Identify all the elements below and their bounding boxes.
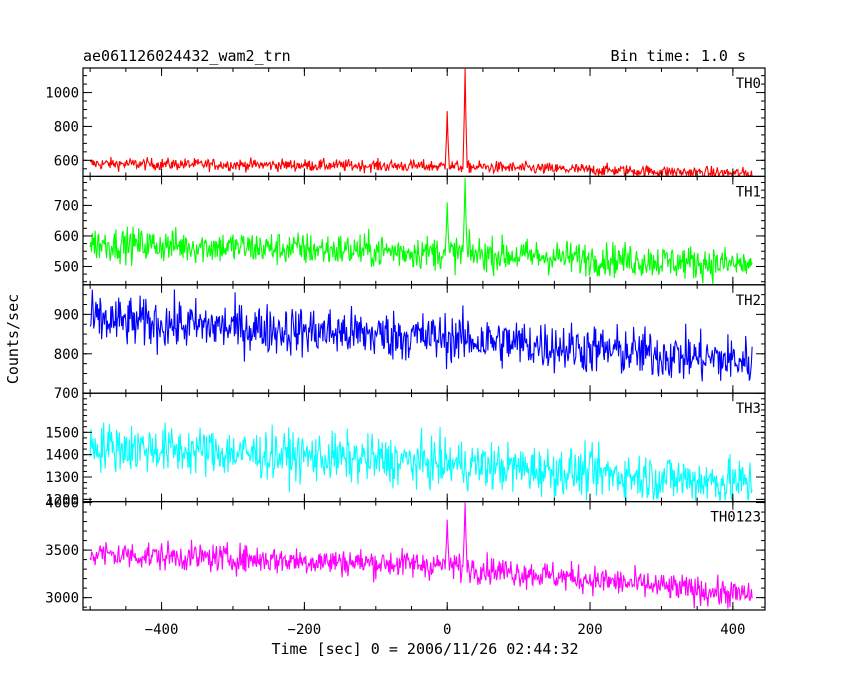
x-tick-label: −400	[145, 622, 179, 638]
y-tick-label: 1500	[45, 425, 79, 441]
y-tick-label: 700	[54, 386, 79, 402]
y-tick-label: 500	[54, 259, 79, 275]
x-axis-label: Time [sec] 0 = 2006/11/26 02:44:32	[271, 640, 578, 658]
panel-frame	[82, 501, 766, 611]
panel-th2: 700 800 900 TH2	[54, 284, 766, 402]
y-tick-label: 600	[54, 229, 79, 245]
series-th1	[89, 177, 753, 285]
bin-time-label: Bin time: 1.0 s	[611, 47, 746, 65]
x-tick-label: 200	[577, 622, 602, 638]
panel-name-th2: TH2	[736, 293, 761, 309]
panel-name-th0: TH0	[736, 76, 761, 92]
y-tick-label: 1000	[45, 86, 79, 102]
chart-title: ae061126024432_wam2_trn	[83, 47, 291, 65]
y-tick-label: 1300	[45, 470, 79, 486]
x-tick-label: −200	[288, 622, 322, 638]
y-axis-label: Counts/sec	[4, 294, 22, 384]
series-th2	[89, 289, 753, 382]
panel-th1: 500 600 700 TH1	[54, 175, 766, 286]
y-tick-label: 900	[54, 307, 79, 323]
y-tick-label: 3000	[45, 591, 79, 607]
series-th0	[89, 68, 753, 177]
y-tick-label: 700	[54, 198, 79, 214]
x-axis: −400 −200 0 200 400	[145, 622, 746, 638]
y-tick-label: 1200	[45, 492, 79, 508]
panels: 600 800 1000 TH0 500 600 700 TH1 700 800 900 TH2 120…	[45, 67, 766, 611]
y-tick-label: 800	[54, 119, 79, 135]
series-th0123	[89, 502, 753, 609]
y-tick-label: 600	[54, 153, 79, 169]
x-tick-label: 0	[443, 622, 451, 638]
panel-name-th0123: TH0123	[710, 510, 761, 526]
panel-th0: 600 800 1000 TH0	[45, 67, 766, 178]
panel-name-th1: TH1	[736, 184, 761, 200]
x-tick-label: 400	[720, 622, 745, 638]
panel-name-th3: TH3	[736, 401, 761, 417]
y-tick-label: 800	[54, 347, 79, 363]
y-tick-label: 1400	[45, 448, 79, 464]
panel-th0123: 3000 3500 4000 TH0123	[45, 496, 766, 611]
y-tick-label: 3500	[45, 543, 79, 559]
y-tick-label: 4000	[45, 496, 79, 512]
series-th3	[89, 422, 753, 502]
panel-th3: 1200 1300 1400 1500 TH3	[45, 392, 766, 508]
